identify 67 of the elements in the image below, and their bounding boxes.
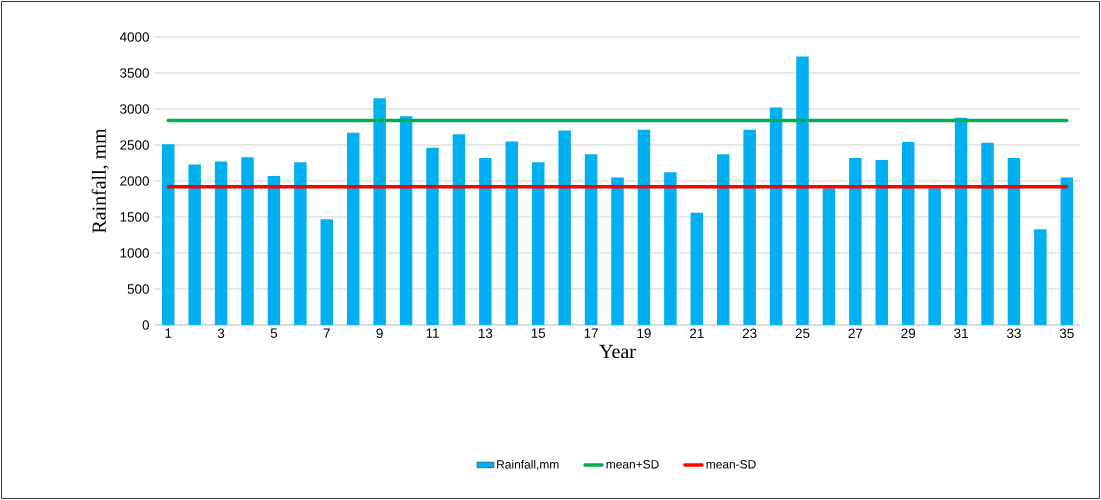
bar [558, 130, 571, 325]
x-tick-label: 9 [376, 328, 383, 339]
bar [346, 132, 360, 325]
x-tick-label: 15 [531, 328, 546, 338]
x-tick-label: 11 [426, 328, 439, 338]
bar [531, 162, 545, 325]
bar [241, 157, 254, 325]
bar [267, 175, 281, 325]
y-tick-label: 1500 [120, 212, 149, 222]
y-axis-title: Rainfall, mm [91, 128, 109, 233]
y-tick-label: 3500 [120, 68, 149, 78]
x-tick-label: 5 [270, 328, 278, 338]
x-tick-label: 31 [954, 328, 968, 339]
bar [214, 161, 228, 325]
x-tick-label: 35 [1059, 328, 1074, 339]
bar [981, 142, 994, 325]
x-tick-label: 3 [217, 328, 225, 339]
y-tick-label: 2000 [120, 176, 149, 186]
legend-label: Rainfall,mm [497, 459, 559, 471]
bar [294, 162, 307, 325]
bar [1007, 157, 1021, 325]
bar [161, 144, 175, 325]
x-axis-title: Year [599, 344, 636, 359]
bar [901, 142, 915, 325]
bar [426, 147, 439, 325]
x-tick-label: 23 [742, 328, 757, 339]
y-tick-label: 2500 [120, 140, 149, 150]
bar [188, 164, 201, 325]
x-tick-label: 1 [165, 328, 172, 338]
bar [769, 107, 783, 325]
bar [505, 141, 519, 325]
x-tick-label: 25 [795, 328, 810, 339]
bar [1060, 177, 1074, 325]
y-tick-label: 3000 [120, 104, 149, 114]
bar [399, 116, 413, 325]
x-tick-label: 19 [637, 328, 651, 339]
bar [584, 154, 598, 325]
x-tick-label: 21 [689, 328, 704, 338]
bar [796, 56, 809, 325]
bar [479, 157, 492, 325]
bar [664, 172, 677, 325]
bar [928, 188, 941, 325]
x-tick-label: 7 [323, 328, 330, 338]
y-tick-label: 4000 [119, 32, 149, 42]
y-tick-label: 1000 [120, 248, 149, 258]
x-tick-label: 27 [848, 328, 863, 338]
bar [743, 129, 756, 325]
x-tick-label: 13 [478, 328, 493, 339]
bar [637, 129, 651, 325]
bar [822, 188, 836, 325]
bar [875, 160, 889, 325]
x-tick-label: 29 [901, 328, 916, 339]
y-tick-label: 500 [127, 284, 149, 294]
bar [320, 219, 334, 325]
x-tick-label: 17 [584, 328, 598, 338]
legend-label: mean-SD [706, 460, 756, 469]
bar [954, 117, 968, 325]
x-tick-label: 33 [1006, 328, 1021, 339]
bar [849, 157, 862, 325]
bar [611, 177, 624, 325]
bar [716, 154, 730, 325]
bar [452, 134, 466, 325]
bar [690, 212, 704, 325]
bar [1034, 229, 1047, 325]
legend-label: mean+SD [606, 460, 659, 469]
y-tick-label: 0 [142, 320, 149, 330]
bar [373, 98, 386, 325]
